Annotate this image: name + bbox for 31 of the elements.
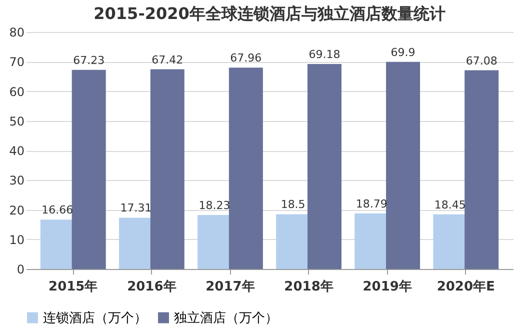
x-tick-label: 2017年 xyxy=(206,280,255,294)
y-tick-label: 0 xyxy=(16,262,24,276)
y-tick-label: 40 xyxy=(9,144,24,158)
data-label: 69.9 xyxy=(390,46,416,59)
bar xyxy=(72,70,106,269)
bar xyxy=(228,68,263,269)
y-tick-label: 20 xyxy=(9,203,24,218)
data-label: 67.96 xyxy=(230,52,262,65)
bar xyxy=(464,70,499,269)
chart-title: 2015-2020年全球连锁酒店与独立酒店数量统计 xyxy=(94,4,446,23)
y-tick-label: 30 xyxy=(9,174,24,188)
x-tick-label: 2018年 xyxy=(284,280,334,294)
bar xyxy=(307,64,342,269)
y-tick-label: 80 xyxy=(9,26,24,40)
y-tick-label: 70 xyxy=(9,55,24,70)
data-label: 67.23 xyxy=(73,54,105,67)
x-tick-label: 2019年 xyxy=(362,280,412,294)
y-tick-label: 60 xyxy=(9,84,24,99)
data-label: 67.08 xyxy=(466,54,498,68)
data-label: 18.5 xyxy=(280,198,306,212)
bar xyxy=(386,62,420,269)
x-tick-label: 2015年 xyxy=(48,280,98,294)
x-tick-label: 2020年E xyxy=(436,280,495,294)
x-tick-label: 2016年 xyxy=(127,280,176,294)
y-tick-label: 10 xyxy=(9,232,24,247)
data-label: 69.18 xyxy=(308,48,340,62)
data-label: 67.42 xyxy=(152,53,184,66)
legend-label: 独立酒店（万个） xyxy=(174,310,278,326)
y-tick-label: 50 xyxy=(9,114,24,128)
bar xyxy=(150,69,184,269)
legend-label: 连锁酒店（万个） xyxy=(43,310,147,326)
